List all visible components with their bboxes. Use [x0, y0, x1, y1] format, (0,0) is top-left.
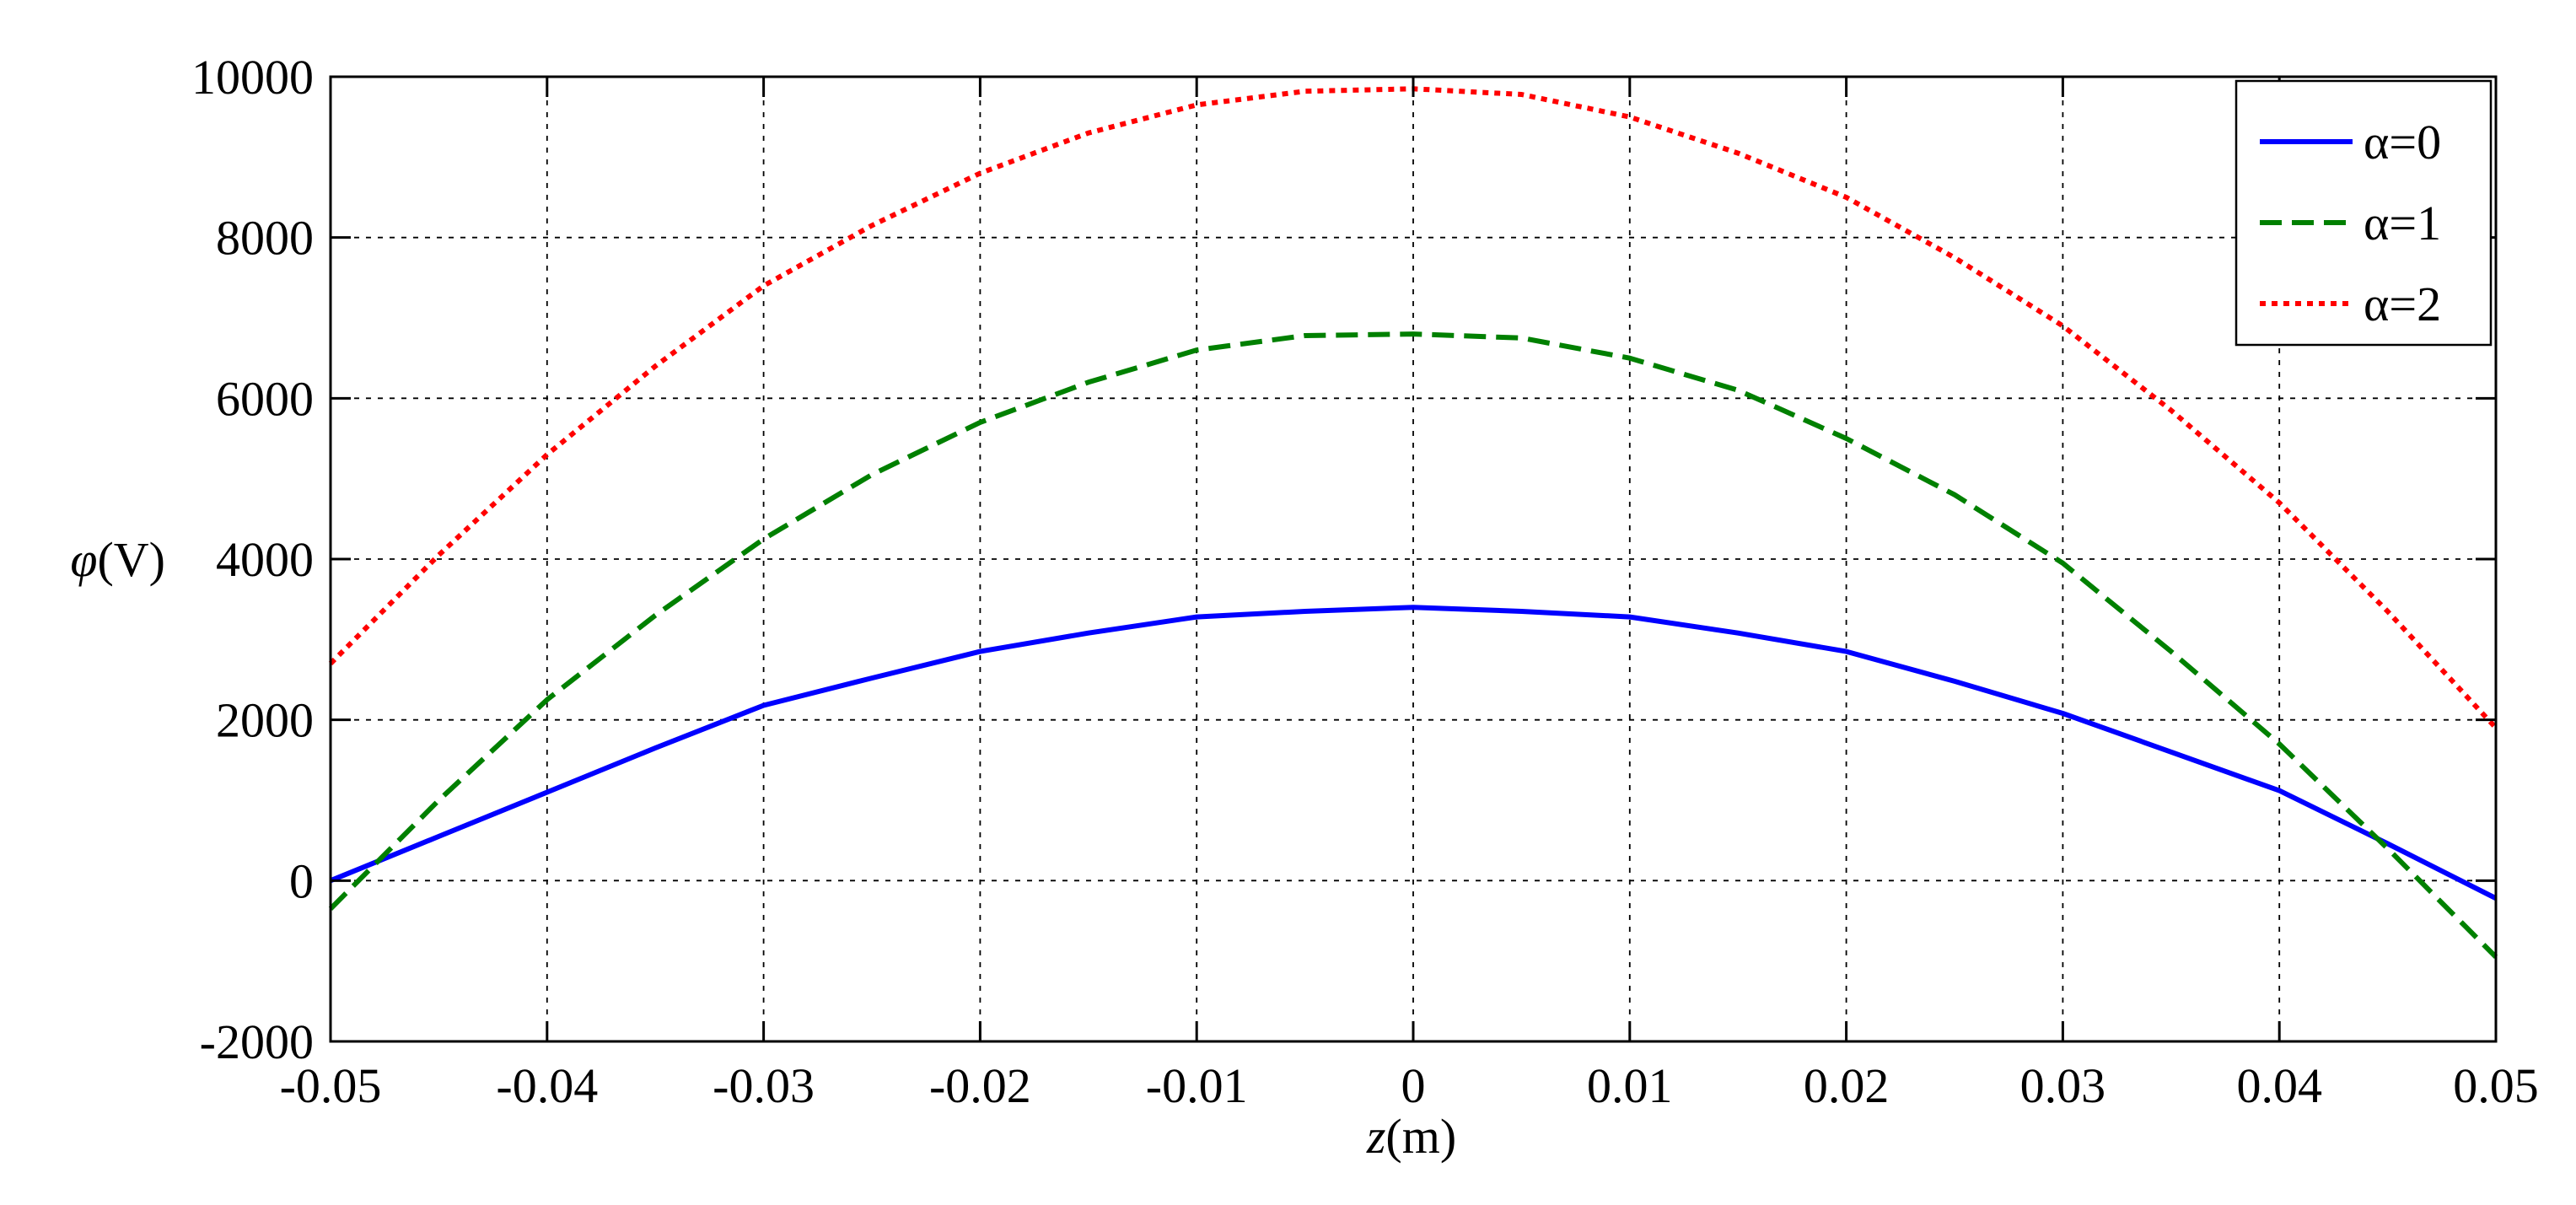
y-axis-label-unit: (V)	[97, 532, 165, 587]
y-tick-label: 6000	[216, 371, 314, 426]
tick-labels: -0.05 -0.04 -0.03 -0.02 -0.01 0 0.01 0.02 0.03 0.…	[191, 50, 2539, 1113]
x-tick-label: -0.01	[1146, 1058, 1248, 1113]
x-tick-label: -0.05	[280, 1058, 382, 1113]
x-tick-label: 0.03	[2020, 1058, 2106, 1113]
y-tick-label: 4000	[216, 532, 314, 587]
x-tick-label: 0.02	[1804, 1058, 1890, 1113]
y-tick-label: 8000	[216, 211, 314, 266]
y-axis-label: φ(V)	[70, 532, 165, 587]
y-axis-label-var: φ	[70, 532, 97, 587]
x-axis-label-unit: (m)	[1385, 1109, 1456, 1164]
legend: α=0 α=1 α=2	[2235, 79, 2493, 347]
x-tick-label: 0	[1401, 1058, 1426, 1113]
y-tick-label: 0	[289, 853, 314, 908]
y-tick-label: 10000	[191, 50, 314, 105]
x-axis-label: z(m)	[1366, 1109, 1456, 1164]
y-tick-label: -2000	[200, 1014, 314, 1069]
legend-label-alpha-1: α=1	[2364, 196, 2441, 250]
x-tick-label: -0.02	[929, 1058, 1031, 1113]
series-line-alpha-1	[328, 331, 2498, 960]
legend-label-alpha-0: α=0	[2364, 115, 2441, 169]
legend-items: α=0 α=1 α=2	[2260, 115, 2441, 331]
ticks	[329, 75, 2498, 1043]
y-tick-label: 2000	[216, 693, 314, 748]
x-tick-label: 0.01	[1587, 1058, 1673, 1113]
x-tick-label: 0.04	[2236, 1058, 2322, 1113]
x-tick-label: 0.05	[2453, 1058, 2539, 1113]
x-tick-label: -0.03	[713, 1058, 815, 1113]
x-tick-label: -0.04	[496, 1058, 598, 1113]
grid	[331, 77, 2496, 1041]
legend-label-alpha-2: α=2	[2364, 277, 2441, 331]
legend-box	[2235, 79, 2493, 347]
x-axis-label-var: z	[1366, 1109, 1386, 1164]
series-line-alpha-0	[329, 605, 2498, 901]
